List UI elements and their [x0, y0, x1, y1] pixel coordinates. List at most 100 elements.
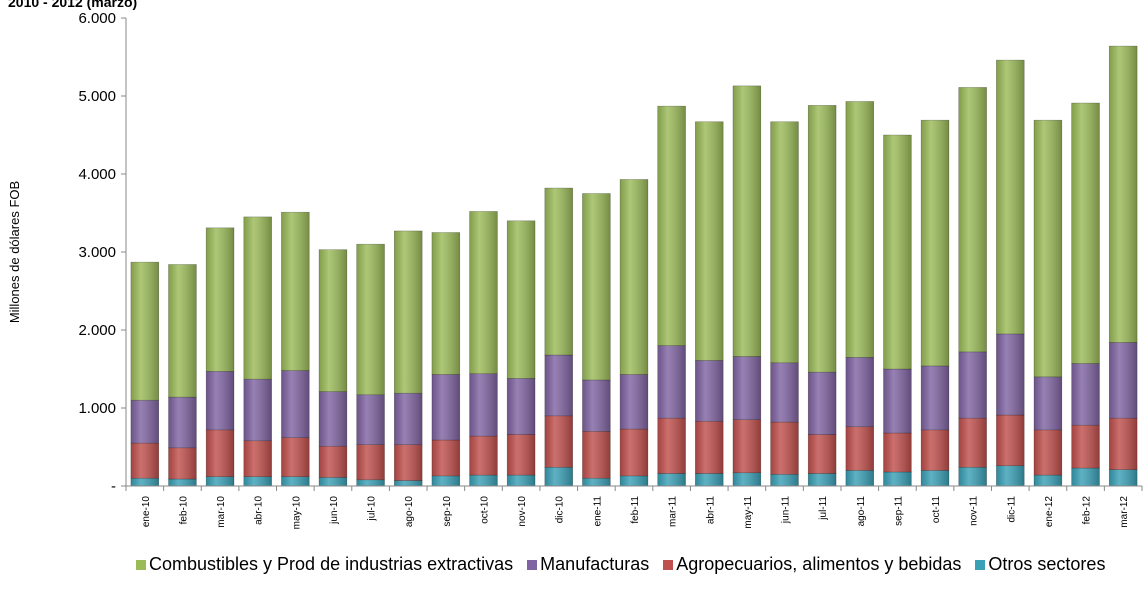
bar-segment-shading [695, 421, 724, 474]
bar-segment-shading [883, 471, 912, 486]
x-tick-label: abr-10 [254, 496, 265, 525]
bar-segment-shading [808, 434, 837, 474]
x-tick-label: jun-11 [781, 496, 792, 524]
bar-segment-shading [130, 262, 159, 401]
legend-swatch [975, 559, 986, 570]
bar-segment-shading [1109, 469, 1138, 486]
bar-segment-shading [1071, 468, 1100, 486]
x-tick-label: mar-10 [216, 496, 227, 528]
bar-segment-shading [582, 379, 611, 432]
x-tick-label: feb-11 [630, 496, 641, 524]
bar-segment-shading [431, 374, 460, 440]
bar-segment-shading [394, 393, 423, 445]
bar-segment-shading [958, 467, 987, 486]
x-tick-label: feb-12 [1082, 496, 1093, 525]
bar-segment-shading [319, 477, 347, 486]
bar-segment-shading [921, 429, 949, 471]
bar-segment-shading [996, 333, 1025, 416]
bar-segment-shading [544, 354, 573, 416]
bar-segment-shading [431, 475, 460, 486]
y-axis: - 1.000 2.000 3.000 4.000 5.000 6.000 Millones … [7, 10, 127, 495]
y-tick-label: 5.000 [78, 88, 116, 105]
bar-segment-shading [431, 439, 460, 476]
bar-segment-shading [845, 426, 874, 471]
bar-segment-shading [319, 249, 347, 392]
bar-segment-shading [582, 193, 611, 380]
bar-segment-shading [657, 473, 686, 486]
x-tick-label: mar-11 [668, 496, 679, 527]
y-tick-label: 4.000 [78, 166, 116, 183]
bar-segment-shading [1109, 46, 1138, 343]
bar-segment-shading [845, 357, 874, 427]
x-tick-label: ago-11 [856, 496, 867, 527]
bar-segment-shading [620, 429, 648, 476]
bar-segment-shading [921, 365, 949, 430]
bar-segment-shading [1071, 425, 1100, 469]
bars [130, 45, 1138, 487]
x-tick-label: feb-10 [178, 496, 189, 525]
bar-segment-shading [206, 476, 234, 486]
bar-segment-shading [507, 434, 536, 476]
bar-segment-shading [1034, 376, 1062, 430]
bar-segment-shading [1034, 120, 1062, 377]
x-tick-label: may-10 [291, 496, 302, 530]
bar-segment-shading [695, 473, 724, 486]
legend-label: Combustibles y Prod de industrias extrac… [149, 554, 514, 574]
bar-segment-shading [770, 422, 799, 475]
legend-item: Agropecuarios, alimentos y bebidas [663, 554, 961, 575]
bar-segment-shading [958, 418, 987, 468]
x-tick-label: oct-11 [931, 496, 942, 523]
x-tick-label: sep-11 [893, 496, 904, 526]
bar-segment-shading [883, 135, 912, 369]
bar-segment-shading [507, 378, 536, 435]
bar-segment-shading [243, 440, 272, 477]
x-tick-label: oct-10 [479, 496, 490, 524]
bar-segment-shading [657, 345, 686, 419]
bar-segment-shading [469, 211, 498, 374]
bar-segment-shading [695, 360, 724, 422]
bar-segment-shading [770, 121, 799, 363]
bar-segment-shading [394, 444, 423, 481]
bar-segment-shading [732, 419, 761, 473]
bar-segment-shading [695, 121, 724, 361]
bar-segment-shading [319, 391, 347, 447]
bar-segment-shading [1071, 103, 1100, 364]
bar-segment-shading [958, 351, 987, 419]
bar-segment-shading [168, 264, 197, 398]
bar-segment-shading [544, 467, 573, 486]
bar-segment-shading [544, 415, 573, 468]
x-axis: ene-10 feb-10 mar-10 abr-10 may-10 jun-10 jul-… [125, 485, 1143, 530]
bar-segment-shading [243, 216, 272, 380]
bar-segment-shading [356, 479, 385, 486]
bar-segment-shading [469, 436, 498, 476]
bar-segment-shading [1109, 342, 1138, 419]
chart-title: 2010 - 2012 (marzo) [8, 0, 138, 10]
x-tick-label: jul-10 [367, 496, 378, 522]
bar-segment-shading [620, 374, 648, 430]
bar-segment-shading [394, 230, 423, 394]
bar-segment-shading [808, 473, 837, 486]
x-tick-label: jul-11 [818, 496, 829, 521]
x-tick-label: nov-10 [517, 496, 528, 527]
y-axis-label: Millones de dólares FOB [7, 181, 22, 323]
bar-segment-shading [996, 415, 1025, 466]
bar-segment-shading [921, 120, 949, 366]
bar-segment-shading [883, 432, 912, 472]
bar-segment-shading [431, 232, 460, 375]
bar-segment-shading [168, 397, 197, 448]
x-tick-label: dic-11 [1006, 496, 1017, 523]
x-tick-label: dic-10 [555, 496, 566, 524]
legend-item: Otros sectores [975, 554, 1105, 575]
bar-segment-shading [356, 244, 385, 395]
legend-swatch [136, 559, 146, 570]
bar-segment-shading [507, 220, 536, 379]
bar-segment-shading [130, 400, 159, 444]
legend-swatch [663, 559, 674, 570]
bar-segment-shading [620, 475, 648, 486]
bar-segment-shading [206, 371, 234, 430]
bar-segment-shading [243, 476, 272, 486]
bar-segment-shading [808, 372, 837, 435]
bar-segment-shading [281, 476, 310, 486]
bar-segment-shading [657, 418, 686, 474]
